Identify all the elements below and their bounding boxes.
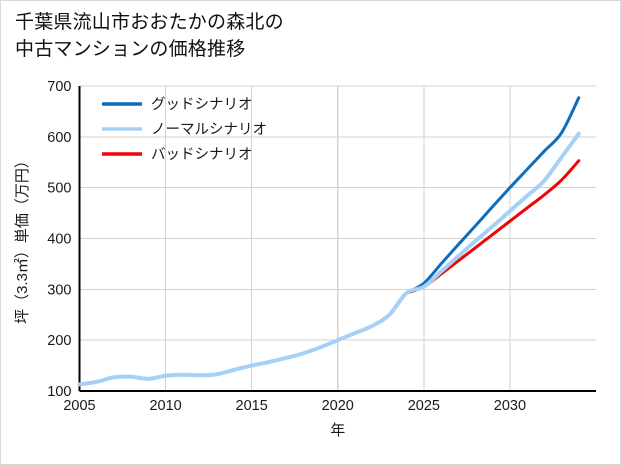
y-tick-label: 500 [47,181,71,197]
axis-spines [78,86,596,393]
y-axis-title: 坪（3.3㎡）単価（万円） [14,153,31,324]
x-tick-label: 2005 [63,398,95,414]
y-tick-label: 600 [47,130,71,146]
x-axis-title: 年 [330,422,345,439]
x-axis-tick-labels: 2005 2010 2015 2020 2025 2030 [63,398,526,414]
y-tick-label: 700 [47,79,71,95]
y-axis-tick-labels: 100 200 300 400 500 600 700 [47,79,71,400]
legend-label: グッドシナリオ [151,96,253,113]
legend-label: ノーマルシナリオ [151,122,267,138]
series-line-good [405,96,581,295]
x-tick-label: 2025 [408,398,440,414]
x-tick-label: 2015 [236,398,268,414]
x-tick-label: 2020 [322,398,354,414]
y-tick-label: 100 [47,384,71,400]
x-tick-label: 2030 [494,398,526,414]
x-tick-label: 2010 [149,398,181,414]
data-series-group [77,96,581,387]
series-line-normal [77,131,581,387]
legend-label: バッドシナリオ [151,147,253,163]
y-tick-label: 200 [47,333,71,349]
y-tick-label: 400 [47,232,71,248]
chart-title: 千葉県流山市おおたかの森北の 中古マンションの価格推移 [15,12,284,60]
y-tick-label: 300 [47,282,71,298]
